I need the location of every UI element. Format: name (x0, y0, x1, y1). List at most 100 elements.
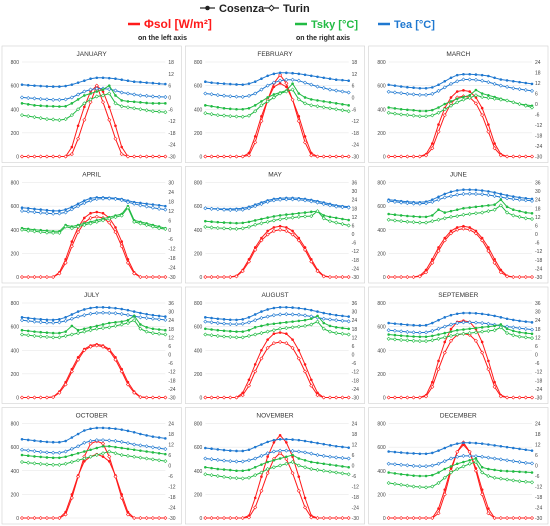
data-point (278, 91, 283, 96)
data-point (430, 219, 435, 224)
left-tick-label: 200 (194, 372, 203, 378)
legend-tsky-note: on the right axis (296, 35, 350, 42)
data-point (253, 332, 258, 337)
data-point (113, 101, 118, 106)
data-point (272, 458, 276, 462)
data-point (347, 218, 350, 222)
data-point (44, 154, 49, 159)
data-point (144, 223, 149, 228)
data-point (468, 458, 471, 462)
data-point (138, 395, 143, 400)
data-point (492, 81, 497, 86)
data-point (228, 475, 233, 480)
data-point (151, 435, 155, 438)
data-point (204, 327, 207, 331)
data-point (529, 336, 535, 341)
data-point (480, 192, 485, 197)
data-point (322, 76, 326, 80)
data-point (455, 214, 460, 219)
data-point (455, 100, 460, 105)
data-point (443, 331, 447, 335)
data-point (157, 94, 162, 99)
data-point (83, 308, 86, 311)
data-point (64, 208, 67, 211)
data-point (19, 459, 25, 465)
data-point (436, 110, 441, 115)
data-point (144, 329, 149, 334)
data-point (228, 468, 232, 472)
left-tick-label: 0 (200, 155, 203, 161)
data-point (69, 495, 74, 500)
data-point (461, 191, 466, 196)
data-point (412, 335, 415, 338)
data-point (271, 80, 276, 85)
data-point (164, 452, 167, 456)
data-point (107, 348, 112, 353)
data-point (278, 321, 282, 325)
data-point (480, 312, 484, 316)
data-point (44, 462, 49, 467)
data-point (468, 188, 471, 191)
data-point (82, 329, 87, 334)
data-point (411, 113, 416, 118)
chart-title: DECEMBER (440, 413, 477, 420)
data-point (20, 453, 24, 457)
data-point (100, 326, 106, 331)
data-point (100, 196, 106, 201)
data-point (284, 326, 289, 331)
data-point (132, 390, 137, 395)
series-tsky-cosenza (387, 198, 534, 219)
data-point (296, 324, 301, 329)
data-point (20, 328, 24, 332)
data-point (406, 214, 409, 218)
legend-phi-label: Φsol [W/m²] (144, 17, 212, 31)
data-point (523, 460, 528, 465)
data-point (70, 313, 74, 316)
data-point (455, 321, 460, 326)
data-point (442, 350, 447, 355)
data-point (334, 154, 339, 159)
data-point (89, 427, 92, 431)
data-point (69, 152, 74, 157)
left-tick-label: 0 (16, 275, 19, 281)
data-point (417, 220, 422, 225)
data-point (309, 103, 314, 108)
data-point (517, 334, 522, 339)
data-point (114, 77, 117, 81)
data-point (285, 437, 288, 441)
data-point (278, 81, 282, 85)
data-point (265, 232, 270, 237)
data-point (291, 320, 294, 323)
legend-tea-label: Tea [°C] (394, 19, 435, 31)
data-point (524, 211, 528, 214)
data-point (107, 87, 112, 92)
right-tick-label: 12 (535, 215, 541, 221)
right-tick-label: -6 (352, 241, 357, 247)
data-point (346, 90, 351, 95)
data-point (498, 270, 503, 275)
data-point (265, 199, 270, 204)
data-point (119, 244, 124, 249)
data-point (518, 319, 521, 323)
data-point (44, 117, 49, 122)
left-tick-label: 600 (194, 445, 203, 451)
data-point (424, 220, 429, 225)
data-point (100, 451, 106, 456)
data-point (20, 83, 24, 86)
right-tick-label: 18 (535, 327, 541, 333)
data-point (222, 458, 227, 463)
data-point (411, 484, 416, 489)
data-point (253, 247, 258, 252)
data-point (437, 246, 440, 249)
data-point (51, 395, 56, 400)
data-point (51, 117, 56, 122)
left-tick-label: 0 (200, 516, 203, 522)
data-point (51, 274, 56, 280)
data-point (119, 452, 124, 458)
data-point (272, 332, 276, 336)
series-tea-cosenza (20, 426, 167, 444)
chart-frame (185, 45, 365, 163)
data-point (157, 109, 162, 114)
data-point (417, 464, 422, 469)
